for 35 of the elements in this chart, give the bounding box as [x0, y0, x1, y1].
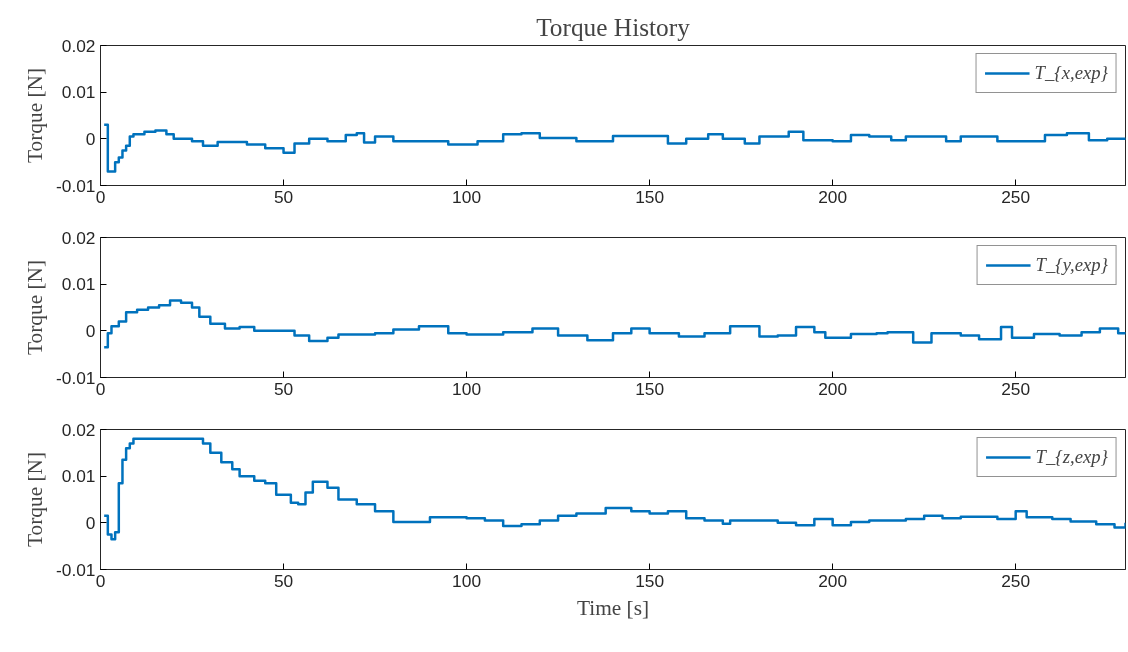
y-tick-label: -0.01 [56, 367, 96, 388]
x-tick-label: 200 [818, 570, 848, 591]
y-tick-label: 0.02 [61, 419, 96, 440]
x-tick-label: 250 [1001, 570, 1031, 591]
x-axis-title: Time [s] [576, 595, 650, 620]
legend-label: T_{z,exp} [1035, 446, 1108, 468]
y-tick-label: 0 [85, 128, 96, 149]
y-tick-label: -0.01 [56, 175, 96, 196]
x-tick-label: 250 [1001, 378, 1031, 399]
legend-label: T_{y,exp} [1035, 254, 1108, 276]
x-tick-label: 200 [818, 378, 848, 399]
y-tick-label: 0.01 [61, 466, 96, 487]
x-tick-label: 150 [635, 378, 665, 399]
y-tick-label: 0.01 [61, 274, 96, 295]
y-tick-label: 0.02 [61, 227, 96, 248]
x-tick-label: 200 [818, 186, 848, 207]
chart-title: Torque History [536, 12, 691, 41]
y-axis-title: Torque [N] [23, 451, 47, 548]
y-tick-label: 0 [85, 512, 96, 533]
x-tick-label: 150 [635, 570, 665, 591]
y-tick-label: 0 [85, 320, 96, 341]
x-tick-label: 100 [452, 378, 482, 399]
y-tick-label: 0.02 [61, 35, 96, 56]
x-tick-label: 100 [452, 186, 482, 207]
x-tick-label: 250 [1001, 186, 1031, 207]
x-tick-label: 50 [273, 378, 294, 399]
legend-label: T_{x,exp} [1034, 62, 1108, 84]
x-tick-label: 50 [273, 570, 294, 591]
y-tick-label: 0.01 [61, 82, 96, 103]
y-axis-title: Torque [N] [23, 259, 47, 356]
x-tick-label: 50 [273, 186, 294, 207]
x-tick-label: 150 [635, 186, 665, 207]
x-tick-label: 100 [452, 570, 482, 591]
y-tick-label: -0.01 [56, 559, 96, 580]
y-axis-title: Torque [N] [23, 67, 47, 164]
